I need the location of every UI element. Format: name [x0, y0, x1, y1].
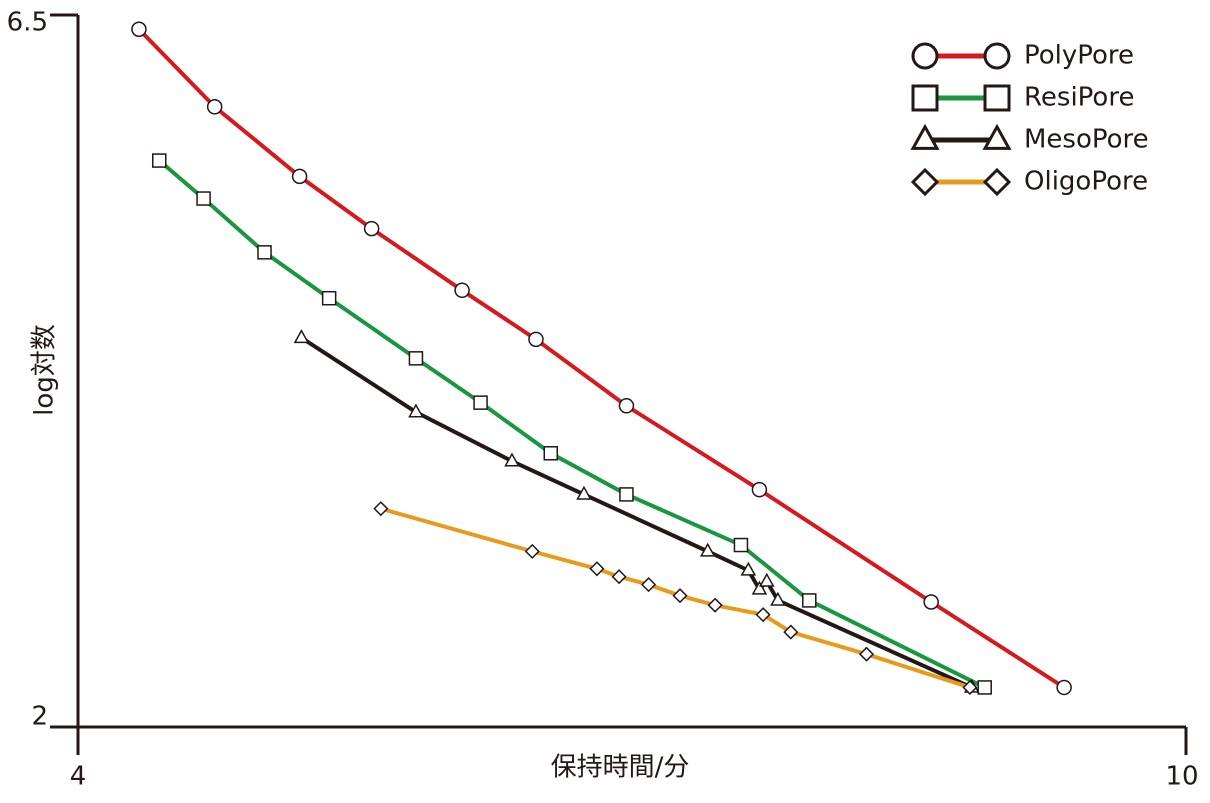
- marker: [858, 646, 875, 662]
- marker: [699, 542, 716, 557]
- x-tick-label: 4: [70, 762, 87, 792]
- marker: [543, 446, 558, 461]
- marker: [910, 123, 940, 150]
- marker: [1056, 679, 1072, 696]
- marker: [977, 680, 992, 695]
- x-axis-label: 保持時間/分: [551, 753, 690, 783]
- marker: [589, 561, 605, 577]
- marker: [755, 607, 771, 623]
- marker: [982, 167, 1012, 197]
- marker: [759, 572, 775, 587]
- marker: [206, 99, 223, 115]
- marker: [408, 351, 424, 366]
- marker: [733, 537, 749, 553]
- marker: [707, 597, 723, 613]
- marker: [152, 153, 167, 168]
- marker: [524, 543, 540, 559]
- marker: [983, 42, 1011, 70]
- marker: [962, 679, 978, 696]
- marker: [528, 331, 544, 348]
- series-line: [137, 27, 1066, 690]
- marker: [131, 21, 147, 37]
- marker: [363, 220, 380, 237]
- marker: [293, 329, 310, 344]
- marker: [740, 561, 757, 576]
- marker: [802, 593, 817, 608]
- marker: [641, 577, 657, 593]
- marker: [672, 588, 688, 604]
- marker: [611, 569, 627, 585]
- marker: [911, 84, 939, 112]
- legend-label: OligoPore: [1024, 167, 1148, 197]
- marker: [473, 395, 488, 410]
- marker: [504, 452, 520, 467]
- marker: [196, 191, 211, 206]
- marker: [911, 42, 939, 70]
- marker: [321, 290, 337, 306]
- legend-label: MesoPore: [1024, 125, 1149, 155]
- series-line: [300, 336, 973, 690]
- marker: [982, 123, 1012, 150]
- marker: [257, 245, 272, 260]
- marker: [618, 398, 635, 414]
- marker: [783, 624, 799, 640]
- marker: [291, 168, 308, 185]
- marker: [923, 594, 939, 610]
- series-line: [157, 159, 986, 690]
- marker: [751, 481, 768, 498]
- marker: [373, 501, 389, 517]
- marker: [454, 282, 470, 299]
- marker: [619, 487, 634, 502]
- y-tick-label: 6.5: [7, 8, 48, 38]
- x-tick-label: 10: [1165, 762, 1198, 792]
- marker: [770, 591, 786, 606]
- marker: [983, 84, 1011, 112]
- legend-label: ResiPore: [1024, 83, 1134, 113]
- marker: [910, 167, 940, 197]
- legend-label: PolyPore: [1024, 41, 1134, 71]
- marker: [751, 580, 768, 595]
- marker: [408, 403, 424, 418]
- y-axis-label: log対数: [30, 324, 60, 416]
- marker: [576, 485, 592, 500]
- y-tick-label: 2: [31, 702, 48, 732]
